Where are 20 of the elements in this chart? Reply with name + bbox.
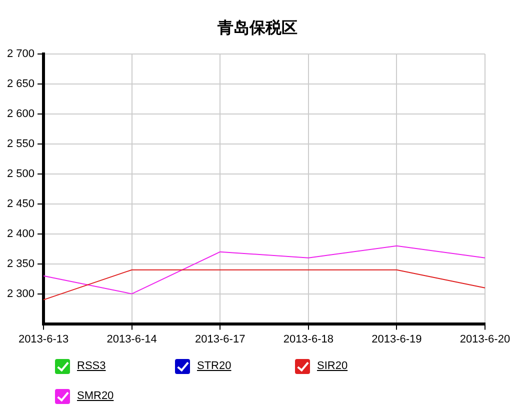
y-tick-label: 2 600: [6, 108, 35, 120]
x-tick-label: 2013-6-18: [283, 333, 334, 346]
y-tick-label: 2 450: [6, 198, 35, 210]
legend-label: SMR20: [77, 390, 114, 402]
x-tick-label: 2013-6-17: [195, 333, 246, 346]
y-tick-label: 2 500: [6, 168, 35, 180]
y-tick-label: 2 400: [6, 228, 35, 240]
y-tick-label: 2 300: [6, 288, 35, 300]
legend-label: RSS3: [77, 360, 106, 372]
x-tick-label: 2013-6-13: [18, 333, 69, 346]
y-tick-label: 2 700: [6, 48, 35, 60]
legend-label: STR20: [197, 360, 232, 372]
y-tick-label: 2 550: [6, 138, 35, 150]
x-tick-label: 2013-6-19: [372, 333, 422, 346]
y-tick-label: 2 650: [6, 78, 35, 90]
y-tick-label: 2 350: [6, 258, 35, 270]
x-tick-label: 2013-6-20: [460, 333, 510, 346]
x-tick-label: 2013-6-14: [106, 333, 157, 346]
legend-label: SIR20: [317, 360, 348, 372]
chart-title: 青岛保税区: [216, 18, 298, 39]
